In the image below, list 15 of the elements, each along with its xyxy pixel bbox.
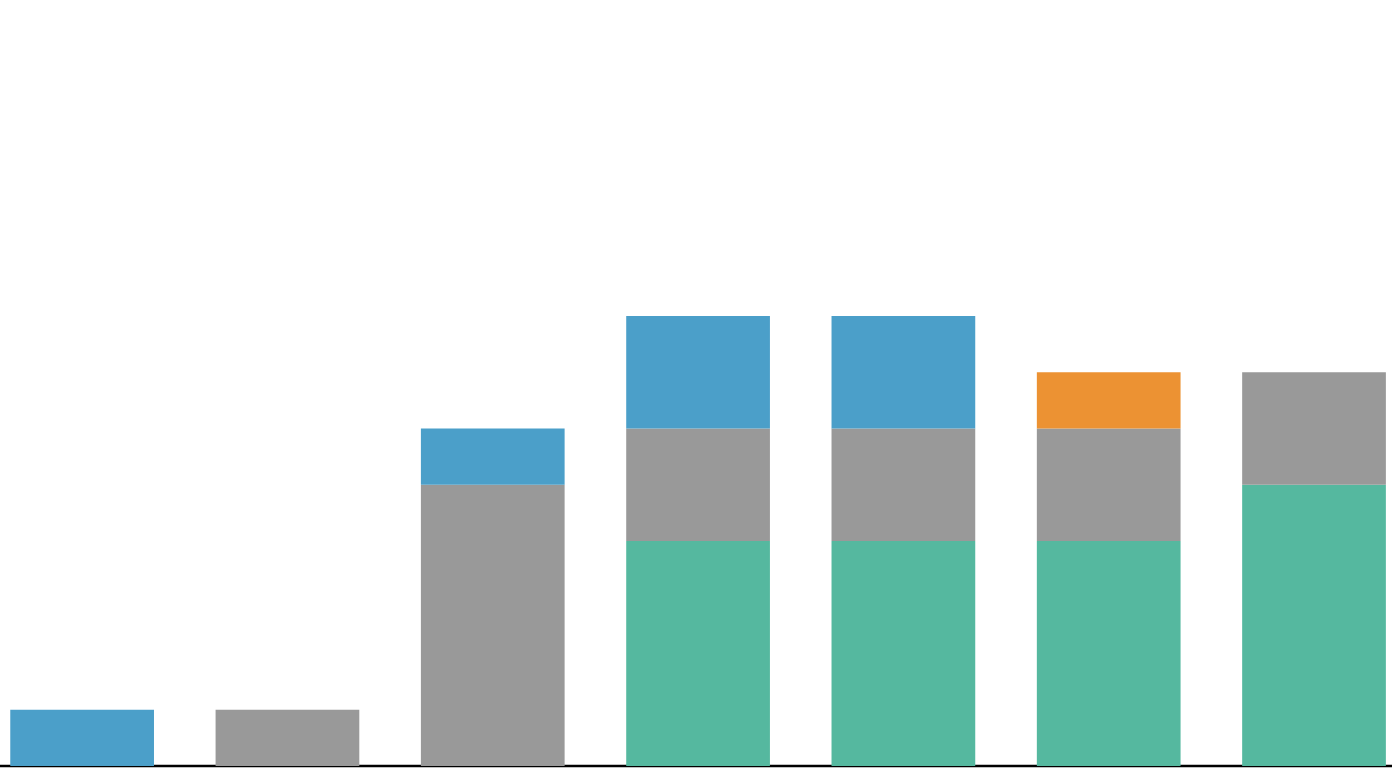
bar: [831, 541, 976, 766]
bar: [626, 316, 770, 429]
bar: [10, 709, 154, 766]
bar: [626, 428, 770, 541]
bar: [1036, 372, 1181, 429]
bar: [1242, 372, 1386, 485]
bar: [1036, 428, 1181, 541]
bar: [831, 316, 976, 429]
bar: [420, 484, 565, 766]
bar: [215, 709, 360, 766]
bar: [626, 541, 770, 766]
bar: [420, 428, 565, 485]
bar: [831, 428, 976, 541]
bar: [1242, 484, 1386, 766]
bar: [1036, 541, 1181, 766]
